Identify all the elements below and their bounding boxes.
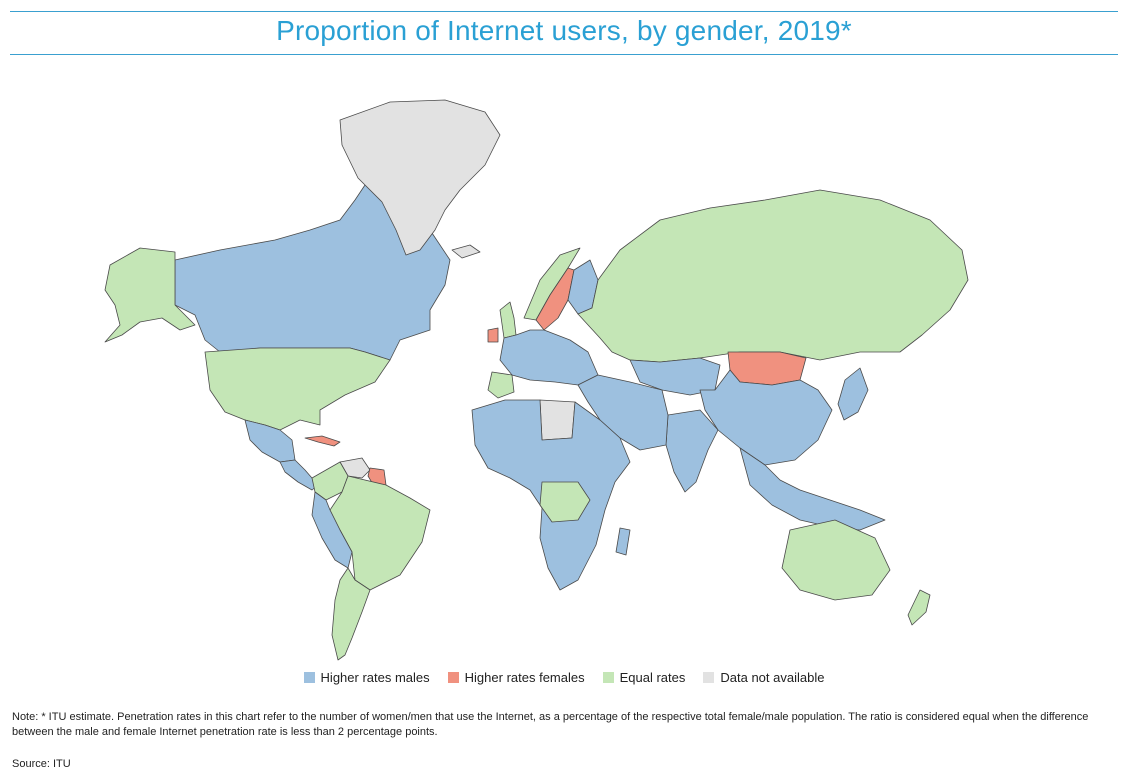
region-iberia bbox=[487, 371, 515, 399]
region-libya bbox=[539, 399, 576, 441]
region-cuba bbox=[304, 435, 341, 447]
region-russia bbox=[577, 189, 969, 363]
region-chile-argentina bbox=[331, 567, 371, 661]
region-peru-bolivia bbox=[311, 491, 353, 569]
legend-item-higher-females: Higher rates females bbox=[447, 670, 585, 685]
map-legend: Higher rates males Higher rates females … bbox=[0, 670, 1128, 685]
legend-label-not-available: Data not available bbox=[720, 670, 825, 685]
region-united-states bbox=[204, 347, 391, 431]
region-mongolia bbox=[727, 351, 807, 386]
region-japan bbox=[837, 367, 869, 421]
legend-item-equal-rates: Equal rates bbox=[602, 670, 686, 685]
title-top-rule bbox=[10, 11, 1118, 12]
legend-label-higher-females: Higher rates females bbox=[464, 670, 585, 685]
region-ireland bbox=[487, 327, 499, 343]
page-title: Proportion of Internet users, by gender,… bbox=[276, 15, 852, 46]
region-southeast-asia bbox=[739, 447, 886, 531]
world-map bbox=[100, 90, 980, 670]
region-iceland bbox=[451, 244, 481, 259]
region-central-africa bbox=[539, 481, 591, 523]
footnote: Note: * ITU estimate. Penetration rates … bbox=[12, 711, 1089, 738]
legend-item-higher-males: Higher rates males bbox=[303, 670, 430, 685]
region-western-europe bbox=[499, 329, 599, 386]
legend-swatch-higher-females bbox=[447, 672, 459, 683]
region-alaska-usa bbox=[104, 247, 196, 343]
region-middle-east bbox=[577, 374, 669, 451]
legend-label-higher-males: Higher rates males bbox=[320, 670, 430, 685]
region-united-kingdom bbox=[499, 301, 517, 339]
title-bottom-rule bbox=[10, 54, 1118, 55]
legend-swatch-equal-rates bbox=[602, 672, 614, 683]
legend-item-not-available: Data not available bbox=[703, 670, 824, 685]
region-central-america bbox=[279, 459, 319, 491]
region-greenland bbox=[339, 99, 501, 256]
world-map-svg bbox=[104, 99, 969, 661]
region-madagascar bbox=[615, 527, 631, 556]
legend-swatch-higher-males bbox=[303, 672, 315, 683]
source-note: Source: ITU bbox=[12, 758, 71, 770]
legend-swatch-not-available bbox=[703, 672, 715, 683]
region-india bbox=[665, 409, 719, 493]
legend-label-equal-rates: Equal rates bbox=[619, 670, 686, 685]
region-china bbox=[699, 369, 833, 466]
region-australia bbox=[781, 519, 891, 601]
region-new-zealand bbox=[907, 589, 931, 626]
